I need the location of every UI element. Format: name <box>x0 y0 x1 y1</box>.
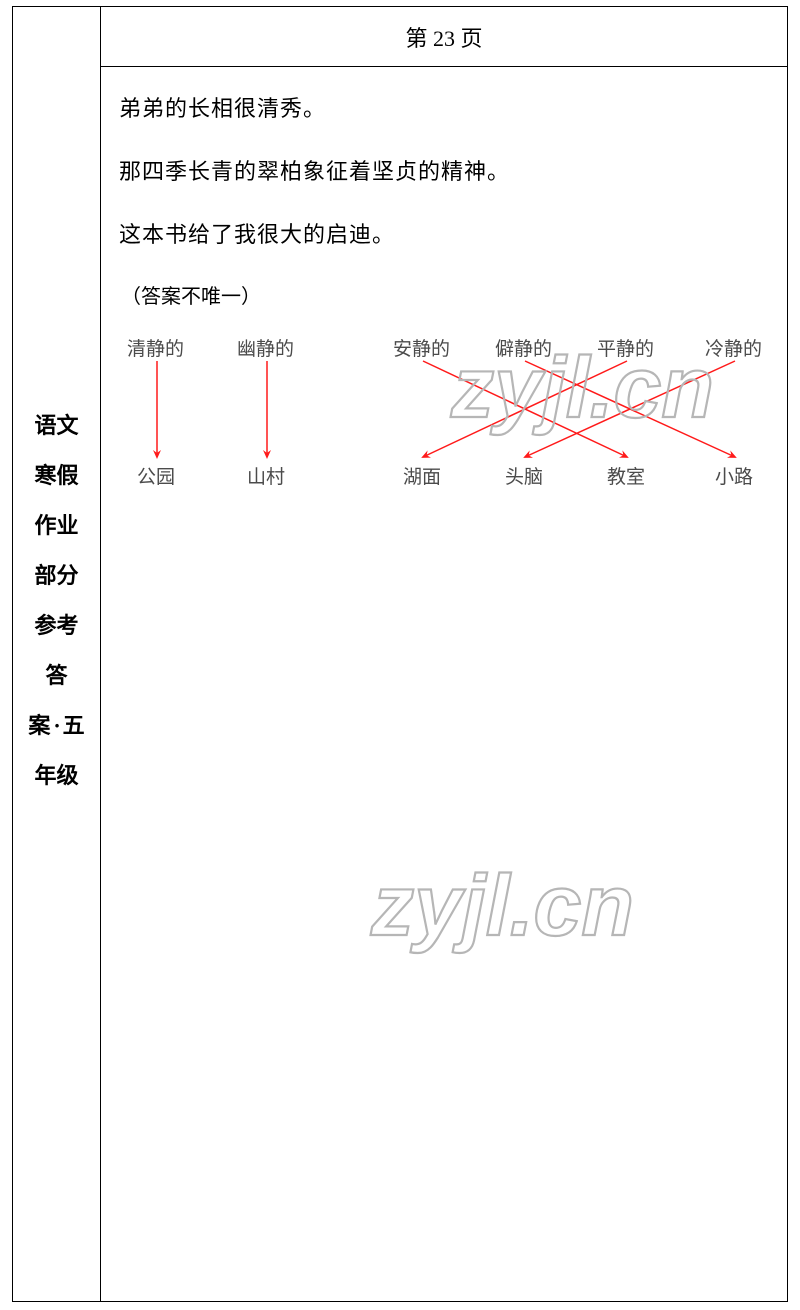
sentence-2: 那四季长青的翠柏象征着坚贞的精神。 <box>119 154 769 189</box>
top-word-5: 冷静的 <box>705 335 762 365</box>
arrow-5 <box>525 361 735 457</box>
bottom-word-4: 教室 <box>607 463 645 493</box>
arrow-4 <box>423 361 627 457</box>
sidebar-line-7: 年级 <box>34 765 78 787</box>
matching-diagram: 清静的 幽静的 安静的 僻静的 平静的 冷静的 公园 山村 湖面 头脑 教室 小路 <box>123 335 763 505</box>
arrow-2 <box>423 361 627 457</box>
sidebar-line-2: 作业 <box>34 515 78 537</box>
bottom-word-0: 公园 <box>137 463 175 493</box>
bottom-word-2: 湖面 <box>403 463 441 493</box>
top-word-1: 幽静的 <box>237 335 294 365</box>
sidebar-line-0: 语文 <box>34 415 78 437</box>
content-area: 弟弟的长相很清秀。 那四季长青的翠柏象征着坚贞的精神。 这本书给了我很大的启迪。… <box>101 67 787 1301</box>
sidebar-line-3: 部分 <box>34 565 78 587</box>
sidebar-line-6: 案 · 五 <box>28 715 84 737</box>
bottom-word-3: 头脑 <box>505 463 543 493</box>
page-number: 第 23 页 <box>405 21 482 53</box>
top-word-0: 清静的 <box>127 335 184 365</box>
arrow-3 <box>525 361 735 457</box>
bottom-word-1: 山村 <box>247 463 285 493</box>
sidebar-line-1: 寒假 <box>34 465 78 487</box>
sidebar-line-5: 答 <box>45 665 67 687</box>
top-word-2: 安静的 <box>393 335 450 365</box>
watermark-text-1: zyjl.cn <box>370 858 634 954</box>
top-word-3: 僻静的 <box>495 335 552 365</box>
sidebar: 语文 寒假 作业 部分 参考 答 案 · 五 年级 <box>13 7 101 1301</box>
page-header: 第 23 页 <box>101 7 787 67</box>
answer-note: （答案不唯一） <box>121 281 769 313</box>
sentence-1: 弟弟的长相很清秀。 <box>119 91 769 126</box>
main-column: 第 23 页 弟弟的长相很清秀。 那四季长青的翠柏象征着坚贞的精神。 这本书给了… <box>101 7 787 1301</box>
bottom-word-5: 小路 <box>715 463 753 493</box>
sentence-3: 这本书给了我很大的启迪。 <box>119 217 769 252</box>
sidebar-line-4: 参考 <box>34 615 78 637</box>
page-frame: 语文 寒假 作业 部分 参考 答 案 · 五 年级 第 23 页 弟弟的长相很清… <box>12 6 788 1302</box>
top-word-4: 平静的 <box>597 335 654 365</box>
